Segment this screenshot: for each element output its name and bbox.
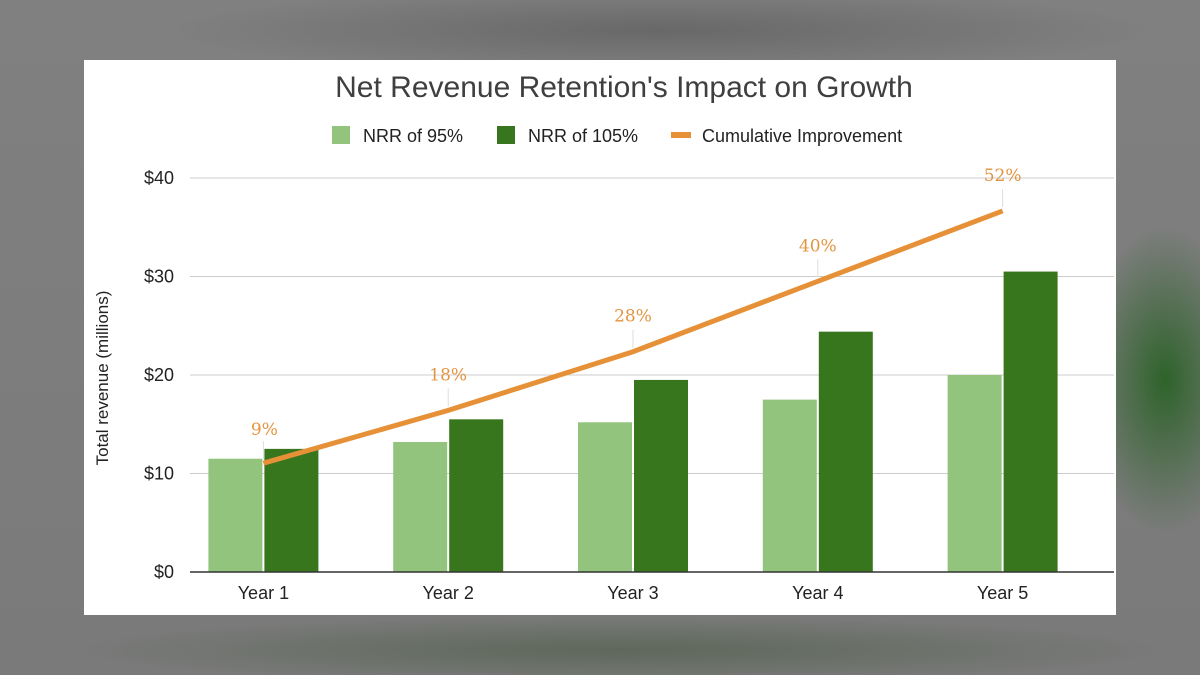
cumulative-line [262,208,1004,466]
bar-nrr105-3 [634,379,688,572]
x-tick-label: Year 2 [423,583,474,603]
y-tick-label: $30 [144,267,174,287]
legend-nrr95-swatch [332,126,350,144]
x-tick-label: Year 1 [238,583,289,603]
bar-nrr95-3 [578,422,632,572]
legend-cumulative-label: Cumulative Improvement [702,126,902,146]
line-data-label: 52% [984,166,1022,186]
bar-nrr105-5 [1003,271,1058,572]
y-tick-label: $0 [154,562,174,582]
x-tick-label: Year 4 [792,583,843,603]
bar-nrr95-2 [393,441,448,572]
x-tick-label: Year 5 [977,583,1028,603]
legend-nrr95-label: NRR of 95% [363,126,463,146]
bar-nrr105-4 [818,331,873,572]
bars [208,271,1058,572]
bar-nrr95-4 [762,399,817,572]
line-data-label: 40% [799,236,837,256]
chart-svg: Net Revenue Retention's Impact on Growth… [93,71,1114,603]
bar-nrr105-1 [264,448,319,572]
legend-cumulative-swatch [671,132,691,138]
bar-nrr95-1 [208,458,263,572]
x-tick-label: Year 3 [607,583,658,603]
bar-nrr95-5 [947,375,1002,572]
y-axis-ticks: $0 $10 $20 $30 $40 [144,168,174,582]
cumulative-improvement-line [262,208,1004,466]
line-data-label: 18% [429,365,467,385]
bar-nrr105-2 [449,419,504,572]
chart-card: Net Revenue Retention's Impact on Growth… [84,60,1116,615]
y-axis-title: Total revenue (millions) [93,291,112,466]
legend-nrr105-swatch [497,126,515,144]
legend: NRR of 95% NRR of 105% Cumulative Improvem… [332,126,902,146]
line-data-label: 9% [251,420,278,440]
line-data-label: 28% [614,307,652,327]
chart-title: Net Revenue Retention's Impact on Growth [335,71,913,104]
line-data-labels: 9% 18% 28% 40% 52% [251,166,1022,460]
y-tick-label: $10 [144,464,174,484]
y-tick-label: $40 [144,168,174,188]
legend-nrr105-label: NRR of 105% [528,126,638,146]
x-axis-ticks: Year 1 Year 2 Year 3 Year 4 Year 5 [238,583,1029,603]
y-tick-label: $20 [144,365,174,385]
